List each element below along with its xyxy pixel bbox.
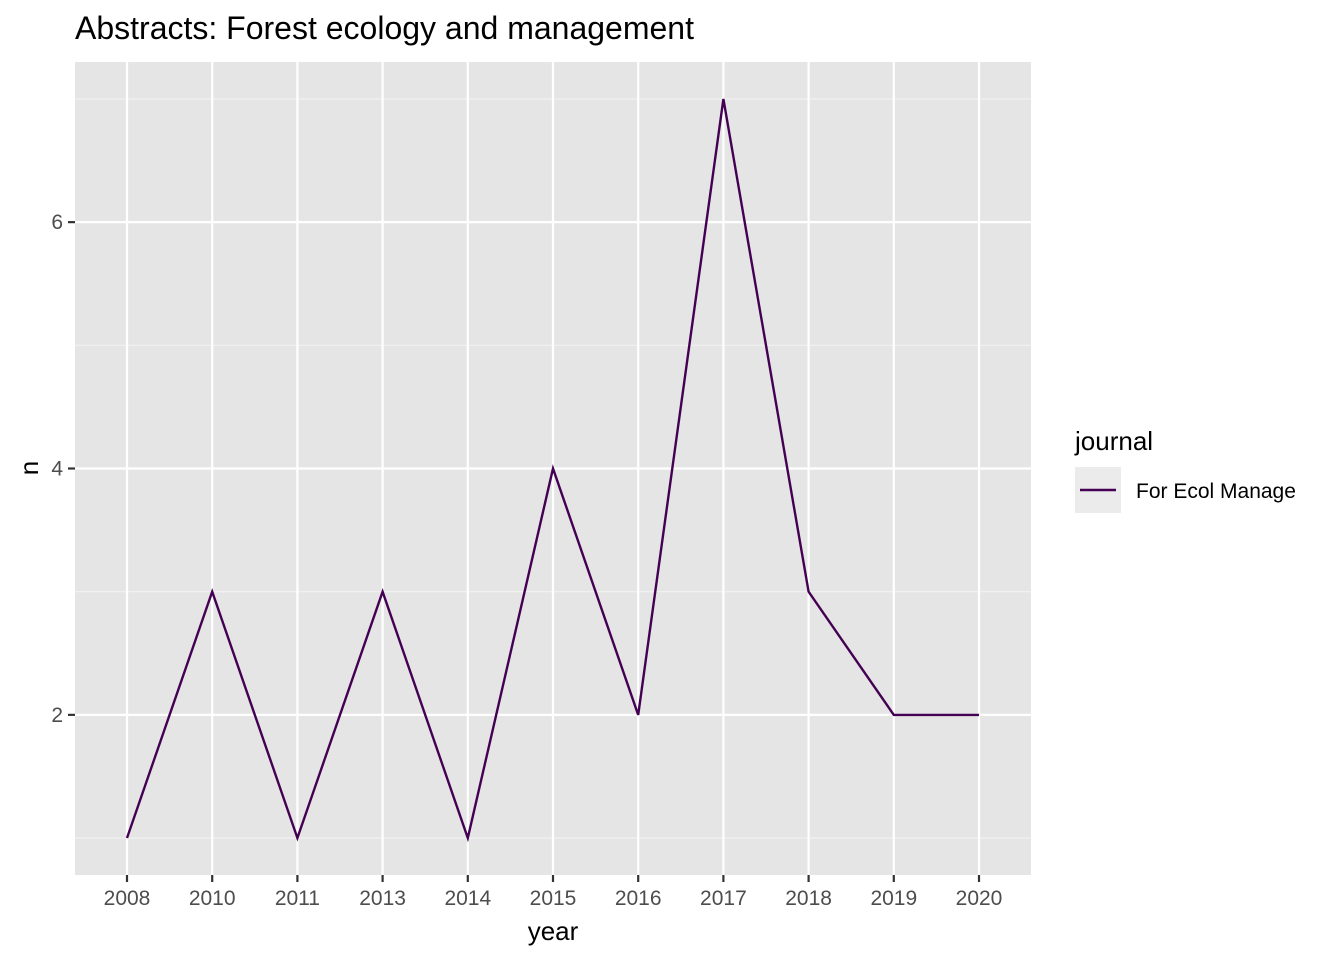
y-axis: 2 4 6 — [51, 211, 75, 727]
major-gridlines — [75, 62, 1031, 875]
legend: journal For Ecol Manage — [1074, 426, 1296, 513]
y-axis-title: n — [14, 461, 44, 475]
x-tick-label: 2015 — [530, 887, 577, 910]
x-axis: 2008 2010 2011 2013 2014 2015 2016 2017 2018 2019… — [104, 875, 1003, 910]
y-tick-label: 2 — [51, 704, 63, 727]
x-tick-label: 2011 — [275, 887, 320, 910]
chart-title: Abstracts: Forest ecology and management — [75, 10, 694, 46]
legend-title: journal — [1074, 426, 1153, 456]
x-tick-label: 2020 — [956, 887, 1003, 910]
y-tick-label: 6 — [51, 211, 63, 234]
x-tick-label: 2008 — [104, 887, 151, 910]
x-tick-label: 2013 — [359, 887, 406, 910]
x-axis-title: year — [528, 916, 579, 946]
legend-label: For Ecol Manage — [1136, 480, 1296, 503]
x-tick-label: 2019 — [870, 887, 917, 910]
x-tick-label: 2010 — [189, 887, 236, 910]
x-tick-label: 2017 — [700, 887, 747, 910]
series-line — [125, 98, 979, 843]
x-tick-label: 2014 — [444, 887, 491, 910]
x-tick-label: 2018 — [785, 887, 832, 910]
y-tick-label: 4 — [51, 458, 63, 481]
x-tick-label: 2016 — [615, 887, 662, 910]
series-layer — [125, 98, 979, 843]
